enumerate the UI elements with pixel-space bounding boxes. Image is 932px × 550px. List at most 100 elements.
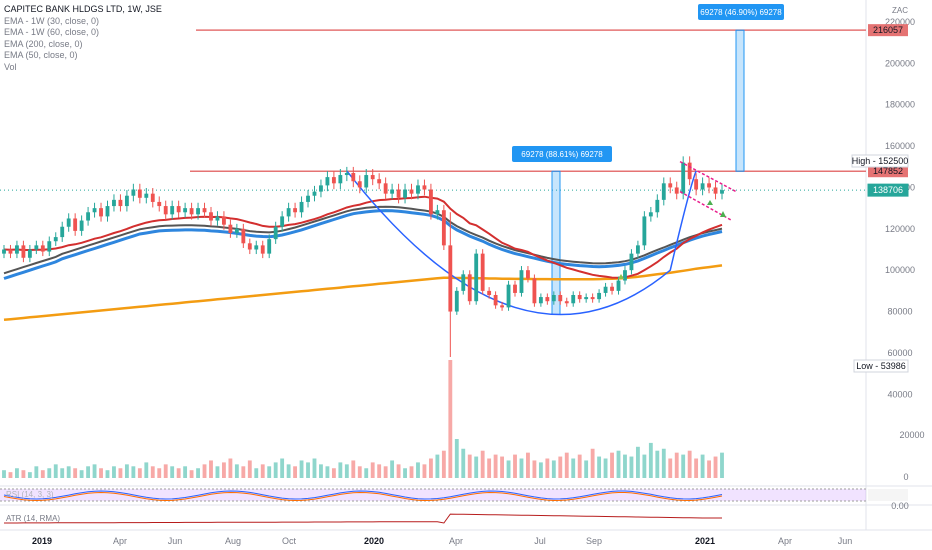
candle-body (137, 189, 142, 198)
y-tick-label: 200000 (885, 58, 915, 68)
rsi-k-line (3, 490, 723, 500)
candle-body (293, 208, 298, 213)
volume-bar (681, 454, 686, 478)
volume-bar (610, 452, 614, 478)
volume-bar (2, 470, 6, 478)
level-price-tag (868, 24, 908, 37)
candle-body (196, 208, 200, 215)
study-ema200[interactable]: EMA (200, close, 0) (4, 38, 83, 49)
measure-label-box-1 (512, 146, 612, 162)
volume-bar (209, 460, 213, 478)
price-tag-label: High - 152500 (852, 156, 909, 166)
volume-bar (21, 470, 26, 478)
volume-bar (616, 450, 621, 478)
volume-bar (474, 456, 479, 478)
candle-body (603, 286, 608, 293)
volume-bar (370, 462, 375, 478)
volume-bar (137, 468, 142, 478)
candle-body (597, 292, 602, 300)
candle-body (577, 295, 582, 300)
volume-bar (448, 360, 453, 478)
volume-bar (493, 454, 498, 478)
candle-body (228, 224, 233, 233)
volume-bar (267, 466, 272, 478)
candle-body (215, 216, 220, 221)
candle-body (66, 218, 71, 227)
volume-bar (674, 452, 679, 478)
level-price-tag (868, 165, 908, 178)
y-tick-label: 160000 (885, 141, 915, 151)
volume-bar (150, 466, 155, 478)
volume-bar (364, 468, 369, 478)
volume-bar (428, 458, 433, 478)
volume-bar (377, 464, 382, 478)
volume-bar (351, 460, 356, 478)
volume-bar (435, 454, 440, 478)
rsi-label: RSI (14, 3, 3) (6, 490, 54, 499)
volume-bar (661, 448, 666, 478)
volume-bar (635, 446, 640, 478)
flag-upper-line (679, 160, 737, 193)
volume-bar (60, 468, 65, 478)
volume-bar (338, 462, 343, 478)
volume-bar (176, 468, 181, 478)
y-tick-label: 120000 (885, 224, 915, 234)
volume-bar (564, 452, 569, 478)
volume-bar (273, 462, 278, 478)
candle-body (545, 297, 550, 302)
candle-body (86, 212, 91, 221)
y-tick-label: 220000 (885, 17, 915, 27)
currency-label: ZAC (892, 6, 908, 15)
volume-bar (306, 462, 310, 478)
study-ema50[interactable]: EMA (50, close, 0) (4, 50, 78, 60)
candle-body (131, 189, 136, 196)
volume-bar (461, 448, 466, 478)
cup-curve (346, 170, 697, 316)
candle-body (364, 175, 369, 188)
measure-label-2: 69278 (46.90%) 69278 (700, 8, 782, 17)
candle-body (655, 199, 660, 213)
volume-bar (526, 452, 530, 478)
candle-body (234, 228, 239, 233)
candle-body (273, 226, 278, 240)
volume-bar (390, 460, 395, 478)
study-ema30[interactable]: EMA - 1W (30, close, 0) (4, 15, 100, 26)
volume-bar (234, 464, 239, 478)
candle-body (519, 270, 524, 293)
volume-bar (280, 458, 285, 478)
study-ema60[interactable]: EMA - 1W (60, close, 0) (4, 27, 100, 37)
candle-body (526, 270, 530, 279)
volume-bar (118, 468, 123, 478)
volume-bar (532, 460, 537, 478)
volume-bar (584, 460, 589, 478)
candle-body (441, 210, 446, 246)
candle-body (53, 237, 58, 242)
candle-body (500, 305, 504, 308)
volume-bar (222, 462, 226, 478)
y-tick-label: 60000 (887, 348, 912, 358)
candle-body (344, 172, 349, 176)
study-volume[interactable]: Vol (4, 61, 17, 72)
signal-arrow-icon (707, 200, 713, 205)
x-tick-label: 2019 (32, 536, 52, 546)
candle-body (571, 295, 576, 304)
candle-body (448, 245, 453, 312)
y-tick-label: 80000 (887, 307, 912, 317)
volume-bar (396, 464, 401, 478)
atr-tick-label: 0.00 (891, 501, 909, 511)
volume-bar (312, 458, 317, 478)
candle-body (422, 185, 427, 190)
candle-body (241, 228, 246, 244)
volume-bar (319, 464, 323, 478)
candle-body (150, 193, 155, 202)
volume-bar (34, 466, 39, 478)
candle-body (461, 274, 466, 291)
volume-bar (648, 442, 653, 478)
volume-bar (131, 466, 136, 478)
candle-body (331, 177, 336, 184)
volume-bar (513, 454, 517, 478)
volume-bar (144, 462, 149, 478)
candle-body (700, 183, 705, 190)
candle-body (105, 206, 110, 217)
